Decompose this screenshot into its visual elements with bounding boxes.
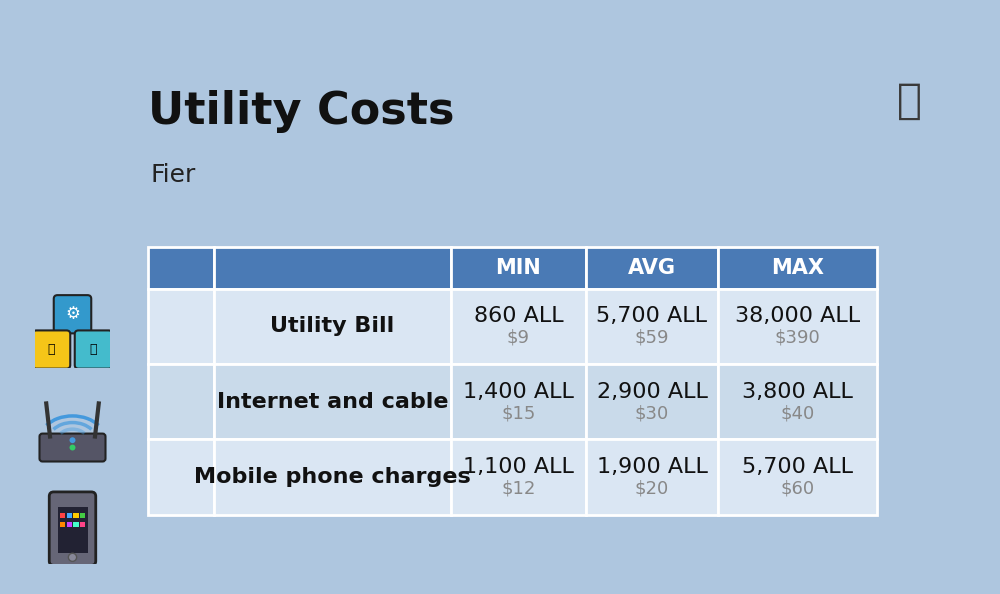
Text: 1,100 ALL: 1,100 ALL — [463, 457, 574, 478]
Bar — [148, 247, 214, 289]
Bar — [73, 522, 78, 527]
Text: 860 ALL: 860 ALL — [474, 307, 563, 327]
Bar — [66, 522, 72, 527]
FancyBboxPatch shape — [40, 434, 106, 462]
Text: $60: $60 — [780, 479, 814, 498]
Bar — [148, 440, 214, 515]
Text: Fier: Fier — [151, 163, 196, 187]
Bar — [60, 513, 65, 519]
FancyBboxPatch shape — [58, 507, 88, 553]
Bar — [80, 522, 85, 527]
Text: 1,400 ALL: 1,400 ALL — [463, 382, 574, 402]
Text: $9: $9 — [507, 328, 530, 346]
Text: Utility Bill: Utility Bill — [270, 316, 394, 336]
Text: $15: $15 — [501, 404, 536, 422]
Text: 5,700 ALL: 5,700 ALL — [596, 307, 708, 327]
Bar — [148, 364, 214, 440]
Text: Internet and cable: Internet and cable — [217, 391, 448, 412]
Bar — [718, 440, 877, 515]
Text: 5,700 ALL: 5,700 ALL — [742, 457, 853, 478]
Text: $20: $20 — [635, 479, 669, 498]
Text: $390: $390 — [774, 328, 820, 346]
FancyBboxPatch shape — [33, 330, 70, 369]
FancyBboxPatch shape — [75, 330, 112, 369]
Bar — [214, 364, 450, 440]
Text: ⚙: ⚙ — [65, 305, 80, 323]
Text: MIN: MIN — [495, 258, 541, 278]
Bar — [718, 247, 877, 289]
Text: 1,900 ALL: 1,900 ALL — [597, 457, 707, 478]
Bar — [586, 440, 718, 515]
Bar — [214, 289, 450, 364]
Circle shape — [70, 437, 76, 443]
Bar — [148, 289, 214, 364]
FancyBboxPatch shape — [54, 295, 91, 333]
Bar — [450, 364, 586, 440]
Text: 3,800 ALL: 3,800 ALL — [742, 382, 853, 402]
Circle shape — [70, 444, 76, 450]
Text: Mobile phone charges: Mobile phone charges — [194, 467, 471, 487]
Circle shape — [68, 553, 77, 561]
Text: $59: $59 — [635, 328, 669, 346]
Bar — [450, 440, 586, 515]
Text: 🔌: 🔌 — [48, 343, 55, 356]
Text: $12: $12 — [501, 479, 536, 498]
Bar — [66, 513, 72, 519]
Bar — [60, 522, 65, 527]
Text: 38,000 ALL: 38,000 ALL — [735, 307, 860, 327]
Text: 2,900 ALL: 2,900 ALL — [597, 382, 707, 402]
Text: Utility Costs: Utility Costs — [148, 90, 455, 132]
Text: $40: $40 — [780, 404, 814, 422]
Text: 🦅: 🦅 — [897, 80, 922, 122]
FancyBboxPatch shape — [49, 492, 96, 565]
Bar — [718, 364, 877, 440]
Bar — [73, 513, 78, 519]
Bar — [450, 247, 586, 289]
Text: 💧: 💧 — [90, 343, 97, 356]
Bar — [80, 513, 85, 519]
Bar — [586, 364, 718, 440]
Bar — [718, 289, 877, 364]
Text: $30: $30 — [635, 404, 669, 422]
Bar — [450, 289, 586, 364]
Bar — [214, 440, 450, 515]
Bar — [214, 247, 450, 289]
Text: MAX: MAX — [771, 258, 824, 278]
Text: AVG: AVG — [628, 258, 676, 278]
Bar — [586, 247, 718, 289]
Bar — [586, 289, 718, 364]
